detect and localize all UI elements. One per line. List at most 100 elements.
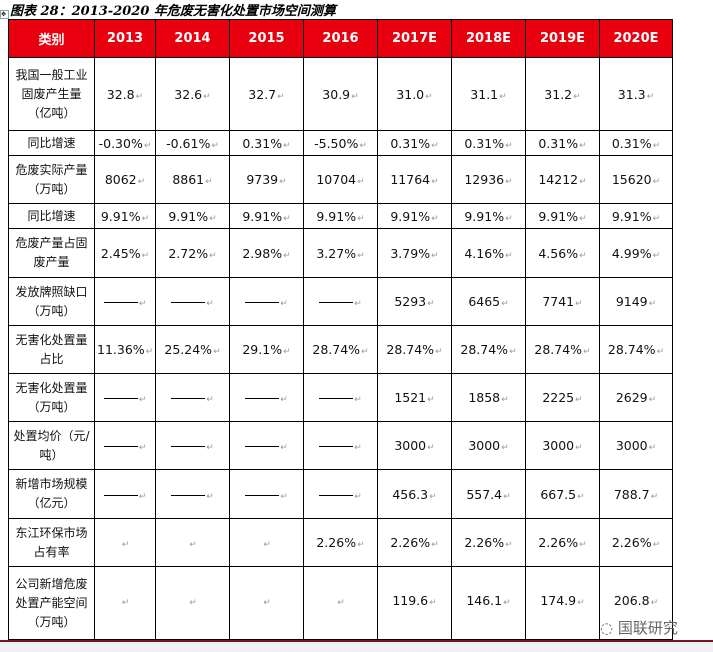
header-year: 2018E [451,19,526,58]
cell-value: 31.3 [617,86,646,102]
paragraph-mark-icon: ↵ [351,91,359,102]
paragraph-mark-icon: ↵ [357,213,365,224]
table-move-handle-icon[interactable]: ✥ [0,10,9,19]
cell-value: 146.1 [466,593,503,608]
cell-value: 0.31% [390,135,431,151]
paragraph-mark-icon: ↵ [206,395,214,405]
table-row: 危废产量占固废产量 2.45%↵ 2.72%↵ 2.98%↵ 3.27%↵ 3.79%↵ 4… [8,228,673,278]
row-label: 发放牌照缺口（万吨） [8,277,95,326]
paragraph-mark-icon: ↵ [283,213,291,224]
paragraph-mark-icon: ↵ [652,540,661,550]
table-cell: 9.91%↵ [599,203,673,229]
cell-value: 3000 [394,438,427,453]
cell-value: 667.5 [540,486,577,502]
paragraph-mark-icon: ↵ [209,213,217,224]
paragraph-mark-icon: ↵ [429,598,437,608]
table-cell: ↵ [229,277,304,326]
table-cell: ↵ [229,469,304,519]
header-year: 2015 [229,19,304,58]
table-cell: 0.31%↵ [451,130,526,156]
table-cell: 12936↵ [451,155,526,204]
paragraph-mark-icon: ↵ [354,491,362,502]
paragraph-mark-icon: ↵ [579,140,587,151]
table-row: 危废实际产量（万吨） 8062↵ 8861↵ 9739↵ 10704↵ 11764↵ 129… [8,155,673,204]
row-label: 危废产量占固废产量 [8,228,95,278]
table-cell: 11.36%↵ [94,325,156,374]
paragraph-mark-icon: ↵ [283,140,291,151]
table-cell: 456.3↵ [377,469,452,519]
table-cell: 9.91%↵ [229,203,304,229]
cell-value: 28.74% [607,342,656,357]
paragraph-mark-icon: ↵ [141,213,150,224]
table-cell: 11764↵ [377,155,452,204]
cell-value: 5293 [394,294,427,309]
table-cell: 28.74%↵ [599,325,673,374]
cell-value: 9.91% [100,208,141,224]
cell-value: 4.56% [538,245,579,261]
dash-placeholder [103,446,138,447]
dash-placeholder [103,302,138,303]
cell-value: 30.9 [322,86,351,102]
table-cell: ↵ [155,421,230,470]
cell-value: 0.31% [464,135,505,151]
table-cell: ↵ [303,373,378,422]
cell-value: 9739 [246,172,279,187]
cell-value: -0.30% [98,135,143,151]
table-cell: 667.5↵ [525,469,600,519]
table-row: 东江环保市场占有率 ↵ ↵ ↵ 2.26%↵ 2.26%↵ 2.26%↵ 2.26%↵ 2.26… [8,518,673,567]
paragraph-mark-icon: ↵ [505,540,513,550]
table-row: 我国一般工业固废产生量（亿吨） 32.8↵ 32.6↵ 32.7↵ 30.9↵ 31.0↵… [8,57,673,131]
dash-placeholder [319,302,354,303]
paragraph-mark-icon: ↵ [501,443,509,453]
cell-value: 2225 [542,390,575,405]
paragraph-mark-icon: ↵ [505,250,513,261]
paragraph-mark-icon: ↵ [145,347,154,357]
paragraph-mark-icon: ↵ [206,491,214,502]
paragraph-mark-icon: ↵ [211,140,219,151]
dash-placeholder [245,302,280,303]
table-cell: 32.7↵ [229,57,304,131]
paragraph-mark-icon: ↵ [652,177,661,187]
cell-value: 2.26% [316,535,357,550]
table-cell: 557.4↵ [451,469,526,519]
paragraph-mark-icon: ↵ [137,177,146,187]
header-year: 2013 [94,19,156,58]
cell-value: 9.91% [611,208,652,224]
paragraph-mark-icon: ↵ [503,598,511,608]
table-cell: ↵ [94,421,156,470]
table-cell: 2.98%↵ [229,228,304,278]
table-cell: 4.56%↵ [525,228,600,278]
table-cell: 3000↵ [377,421,452,470]
cell-value: 2.26% [538,535,579,550]
table-row: 无害化处置量占比 11.36%↵ 25.24%↵ 29.1%↵ 28.74%↵ 28.74… [8,325,673,374]
cell-value: 0.31% [611,135,652,151]
header-year: 2017E [377,19,452,58]
table-cell: 30.9↵ [303,57,378,131]
paragraph-mark-icon: ↵ [652,213,661,224]
row-label: 东江环保市场占有率 [8,518,95,567]
paragraph-mark-icon: ↵ [427,443,435,453]
table-cell: 31.2↵ [525,57,600,131]
paragraph-mark-icon: ↵ [357,177,365,187]
cell-value: 557.4 [466,486,503,502]
paragraph-mark-icon: ↵ [505,177,513,187]
paragraph-mark-icon: ↵ [646,91,655,102]
cell-value: 174.9 [540,593,577,608]
paragraph-mark-icon: ↵ [263,540,271,550]
paragraph-mark-icon: ↵ [575,395,583,405]
table-cell: 2.45%↵ [94,228,156,278]
table-cell: 2.26%↵ [451,518,526,567]
table-cell: 2.26%↵ [303,518,378,567]
cell-value: 3.27% [316,245,357,261]
paragraph-mark-icon: ↵ [429,491,437,502]
cell-value: 3000 [615,438,648,453]
table-cell: 2.26%↵ [525,518,600,567]
paragraph-mark-icon: ↵ [431,540,439,550]
row-label: 无害化处置量占比 [8,325,95,374]
paragraph-mark-icon: ↵ [577,491,585,502]
table-cell: 9.91%↵ [155,203,230,229]
table-cell: 1521↵ [377,373,452,422]
table-cell: 15620↵ [599,155,673,204]
table-row: 无害化处置量（万吨） ↵ ↵ ↵ ↵ 1521↵ 1858↵ 2225↵ 2629↵ [8,373,673,422]
cell-value: 9.91% [316,208,357,224]
